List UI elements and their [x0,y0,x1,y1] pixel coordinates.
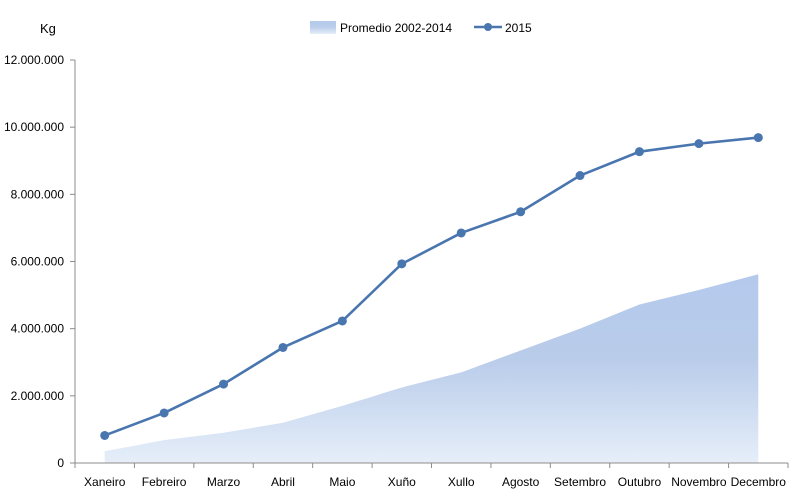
data-point-2015 [278,342,288,352]
y-tick-label: 0 [57,456,64,470]
y-tick-label: 8.000.000 [11,187,65,201]
data-point-2015 [337,316,347,326]
legend-swatch-2015-marker [484,23,492,31]
x-tick-label: Outubro [618,475,662,489]
y-tick-label: 4.000.000 [11,322,65,336]
area-series-layer [104,274,759,463]
x-tick-label: Xaneiro [84,475,126,489]
legend: Promedio 2002-2014 2015 [310,21,532,35]
data-point-2015 [634,147,644,157]
y-tick-label: 2.000.000 [11,389,65,403]
area-series-average [104,274,759,463]
x-tick-label: Abril [271,475,295,489]
legend-label-2015: 2015 [505,21,532,35]
x-tick-label: Marzo [207,475,241,489]
x-tick-label: Xullo [448,475,475,489]
x-tick-label: Febreiro [142,475,187,489]
x-tick-label: Novembro [671,475,727,489]
x-tick-label: Decembro [731,475,787,489]
y-tick-label: 12.000.000 [4,53,64,67]
data-point-2015 [159,408,169,418]
data-point-2015 [397,259,407,269]
x-tick-label: Maio [329,475,355,489]
legend-label-average: Promedio 2002-2014 [340,21,452,35]
data-point-2015 [575,171,585,181]
tick-labels: 0 2.000.000 4.000.000 6.000.000 8.000.000 10.… [4,53,786,489]
y-axis-unit-label: Kg [40,21,56,36]
data-point-2015 [100,430,110,440]
data-point-2015 [694,139,704,149]
y-tick-label: 10.000.000 [4,120,64,134]
data-point-2015 [456,228,466,238]
x-tick-label: Setembro [554,475,606,489]
data-point-2015 [219,379,229,389]
axes [70,59,789,468]
data-point-2015 [516,207,526,217]
legend-swatch-average [310,21,336,34]
y-tick-label: 6.000.000 [11,255,65,269]
x-tick-label: Agosto [502,475,540,489]
line-series-layer [100,133,763,440]
line-series-2015 [104,136,759,437]
x-tick-label: Xuño [388,475,416,489]
data-point-2015 [753,133,763,143]
